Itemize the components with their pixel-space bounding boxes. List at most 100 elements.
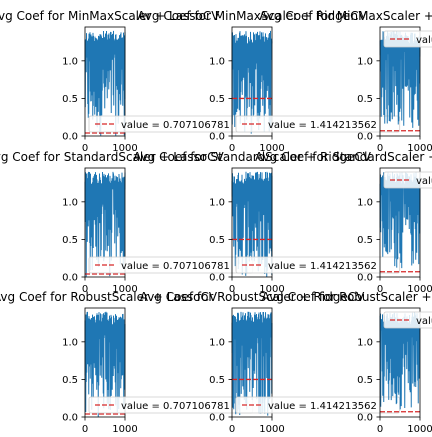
- y-tick-label: 0.5: [209, 235, 225, 246]
- y-tick-label: 0.5: [357, 94, 373, 105]
- coef-line: [231, 171, 273, 277]
- subplot-title: Avg Coef for RobustScaler + LassoCV: [0, 290, 218, 304]
- subplot-3: Avg Coef for MinMaxScaler + LinearRegres…: [259, 9, 432, 154]
- legend-label: value = 1.414213562: [268, 401, 377, 412]
- y-tick-label: 1.0: [62, 56, 78, 67]
- subplot-title: Avg Coef for StandardScaler + LinearRegr…: [255, 150, 432, 164]
- legend: value = 0.707106781: [88, 115, 254, 133]
- subplot-title: Avg Coef for RobustScaler + RidgeCV: [140, 290, 365, 304]
- subplot-1: Avg Coef for MinMaxScaler + LassoCV 0.0 0.…: [0, 9, 254, 154]
- coef-line: [84, 30, 126, 136]
- y-tick-label: 0.0: [357, 273, 373, 284]
- y-tick-label: 1.0: [209, 56, 225, 67]
- axes-frame: [84, 167, 126, 278]
- legend: value = 1.414213562: [235, 256, 401, 274]
- axes-frame: [379, 26, 421, 137]
- axes-frame: [231, 26, 273, 137]
- subplot-title: Avg Coef for RobustScaler + LinearRegres…: [262, 290, 432, 304]
- subplot-title: Avg Coef for MinMaxScaler + LinearRegres…: [259, 9, 432, 23]
- coef-line: [231, 311, 273, 416]
- y-tick-label: 1.0: [209, 197, 225, 208]
- x-tick-label: 0: [82, 143, 88, 154]
- x-tick-label: 1000: [112, 424, 137, 432]
- axes-frame: [379, 167, 421, 278]
- legend: value: [383, 311, 432, 329]
- axes-frame: [231, 307, 273, 418]
- legend-box: [235, 396, 401, 414]
- axes-frame: [231, 167, 273, 278]
- subplot-title: Avg Coef for StandardScaler + RidgeCV: [133, 150, 372, 164]
- subplot-7: Avg Coef for RobustScaler + LassoCV 0.0 0.…: [0, 290, 254, 435]
- y-tick-label: 0.5: [357, 235, 373, 246]
- legend-box: [235, 115, 401, 133]
- subplot-4: Avg Coef for StandardScaler + LassoCV 0.0…: [0, 150, 254, 295]
- legend-label: value: [416, 316, 432, 327]
- x-tick-label: 1000: [259, 143, 284, 154]
- y-tick-label: 1.0: [357, 197, 373, 208]
- x-tick-label: 0: [377, 143, 383, 154]
- subplot-9: Avg Coef for RobustScaler + LinearRegres…: [262, 290, 432, 435]
- legend: value = 0.707106781: [88, 396, 254, 414]
- y-tick-label: 1.0: [62, 337, 78, 348]
- legend-label: value = 0.707106781: [121, 261, 230, 272]
- coef-line: [84, 311, 126, 417]
- y-tick-label: 1.0: [357, 56, 373, 67]
- y-tick-label: 0.5: [357, 375, 373, 386]
- legend-label: value = 0.707106781: [121, 401, 230, 412]
- y-tick-label: 0.0: [62, 132, 78, 143]
- subplot-5: Avg Coef for StandardScaler + RidgeCV 0.0…: [133, 150, 401, 295]
- coef-line: [84, 171, 126, 277]
- x-tick-label: 1000: [407, 143, 432, 154]
- y-tick-label: 0.5: [62, 94, 78, 105]
- legend-label: value: [416, 35, 432, 46]
- legend-label: value: [416, 176, 432, 187]
- coef-line: [231, 30, 273, 134]
- legend: value = 0.707106781: [88, 256, 254, 274]
- x-tick-label: 0: [229, 424, 235, 432]
- y-tick-label: 0.0: [357, 132, 373, 143]
- y-tick-label: 0.5: [62, 375, 78, 386]
- x-tick-label: 1000: [407, 424, 432, 432]
- y-tick-label: 0.0: [209, 273, 225, 284]
- subplot-2: Avg Coef for MinMaxScaler + RidgeCV 0.0 0.…: [137, 9, 401, 154]
- x-tick-label: 1000: [259, 424, 284, 432]
- legend: value = 1.414213562: [235, 115, 401, 133]
- legend-label: value = 1.414213562: [268, 120, 377, 131]
- x-tick-label: 0: [229, 143, 235, 154]
- x-tick-label: 1000: [407, 284, 432, 295]
- legend-label: value = 0.707106781: [121, 120, 230, 131]
- subplot-title: Avg Coef for StandardScaler + LassoCV: [0, 150, 225, 164]
- x-tick-label: 1000: [112, 284, 137, 295]
- y-tick-label: 0.5: [62, 235, 78, 246]
- y-tick-label: 0.5: [209, 375, 225, 386]
- y-tick-label: 0.0: [357, 413, 373, 424]
- y-tick-label: 1.0: [209, 337, 225, 348]
- subplot-title: Avg Coef for MinMaxScaler + LassoCV: [0, 9, 220, 23]
- legend-label: value = 1.414213562: [268, 261, 377, 272]
- legend: value: [383, 171, 432, 189]
- x-tick-label: 1000: [259, 284, 284, 295]
- x-tick-label: 1000: [112, 143, 137, 154]
- legend: value: [383, 30, 432, 48]
- y-tick-label: 1.0: [357, 337, 373, 348]
- y-tick-label: 0.0: [62, 273, 78, 284]
- y-tick-label: 1.0: [62, 197, 78, 208]
- y-tick-label: 0.0: [209, 132, 225, 143]
- axes-frame: [84, 26, 126, 137]
- x-tick-label: 0: [229, 284, 235, 295]
- x-tick-label: 0: [82, 284, 88, 295]
- subplot-8: Avg Coef for RobustScaler + RidgeCV 0.0 0.…: [140, 290, 401, 435]
- subplot-title: Avg Coef for MinMaxScaler + RidgeCV: [137, 9, 367, 23]
- x-tick-label: 0: [377, 284, 383, 295]
- axes-frame: [84, 307, 126, 418]
- subplot-6: Avg Coef for StandardScaler + LinearRegr…: [255, 150, 432, 295]
- legend-box: [235, 256, 401, 274]
- axes-frame: [379, 307, 421, 418]
- x-tick-label: 0: [377, 424, 383, 432]
- x-tick-label: 0: [82, 424, 88, 432]
- y-tick-label: 0.0: [209, 413, 225, 424]
- y-tick-label: 0.0: [62, 413, 78, 424]
- legend: value = 1.414213562: [235, 396, 401, 414]
